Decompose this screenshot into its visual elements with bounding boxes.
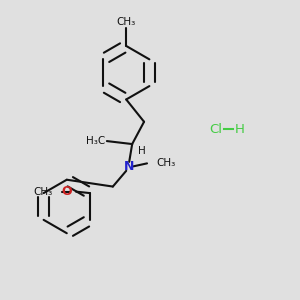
Text: N: N xyxy=(124,160,134,173)
Text: CH₃: CH₃ xyxy=(117,17,136,27)
Text: H: H xyxy=(137,146,145,155)
Text: O: O xyxy=(61,185,72,198)
Text: Cl: Cl xyxy=(209,123,222,136)
Text: CH₃: CH₃ xyxy=(156,158,175,168)
Text: CH₃: CH₃ xyxy=(34,187,53,196)
Text: H₃C: H₃C xyxy=(86,136,105,146)
Text: H: H xyxy=(235,123,244,136)
